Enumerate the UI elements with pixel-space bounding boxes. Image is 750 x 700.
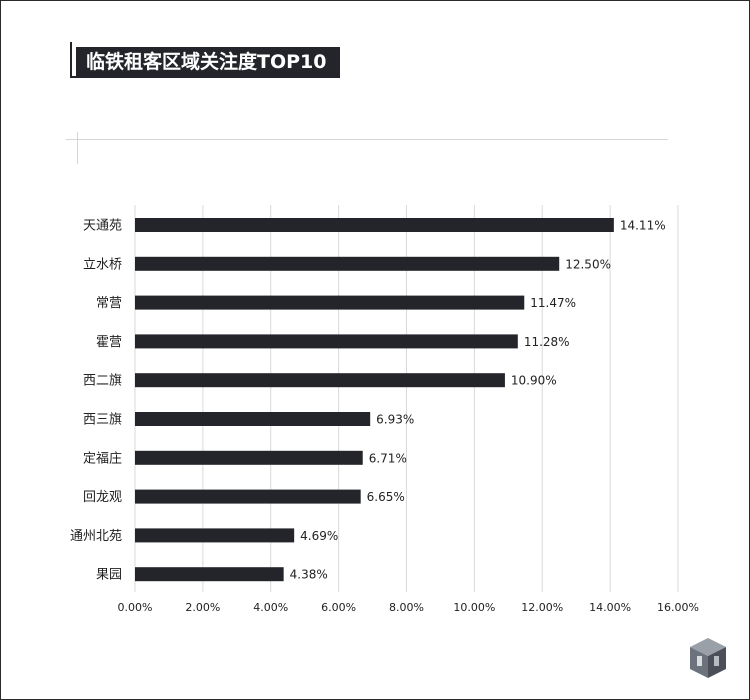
category-label: 天通苑 <box>83 219 122 234</box>
divider-tick <box>77 132 78 164</box>
category-label: 常营 <box>96 296 122 311</box>
logo-icon <box>690 638 726 678</box>
category-label: 回龙观 <box>83 490 122 505</box>
bar <box>135 295 525 310</box>
x-tick-label: 4.00% <box>253 601 288 614</box>
category-label: 西二旗 <box>83 373 122 389</box>
data-label: 4.69% <box>300 529 338 543</box>
bar <box>135 528 295 543</box>
category-label: 果园 <box>96 568 122 583</box>
data-label: 11.47% <box>530 296 576 310</box>
bar <box>135 256 560 271</box>
x-tick-label: 10.00% <box>453 601 495 614</box>
x-tick-label: 8.00% <box>389 601 424 614</box>
x-tick-label: 14.00% <box>589 601 631 614</box>
bar <box>135 450 363 465</box>
data-label: 4.38% <box>290 568 328 582</box>
bar <box>135 373 505 388</box>
data-label: 11.28% <box>524 335 570 349</box>
x-tick-label: 16.00% <box>657 601 699 614</box>
data-label: 10.90% <box>511 374 557 388</box>
title-accent <box>70 42 72 76</box>
category-label: 定福庄 <box>83 450 122 466</box>
divider-line <box>66 139 668 140</box>
category-label: 西三旗 <box>83 412 122 428</box>
category-label: 通州北苑 <box>70 529 122 544</box>
x-tick-label: 12.00% <box>521 601 563 614</box>
x-tick-label: 6.00% <box>321 601 356 614</box>
data-label: 6.71% <box>369 451 407 465</box>
data-label: 6.65% <box>367 490 405 504</box>
data-label: 14.11% <box>620 219 666 233</box>
bar <box>135 218 614 232</box>
chart-title: 临铁租客区域关注度TOP10 <box>76 47 341 77</box>
category-label: 霍营 <box>96 335 122 350</box>
bar <box>135 334 518 349</box>
bar <box>135 412 371 426</box>
x-tick-label: 2.00% <box>185 601 220 614</box>
category-label: 立水桥 <box>83 257 122 272</box>
data-label: 12.50% <box>565 257 611 271</box>
x-tick-label: 0.00% <box>118 601 153 614</box>
bar <box>135 489 361 504</box>
title-underline <box>70 76 340 78</box>
bar <box>135 567 284 582</box>
data-label: 6.93% <box>376 413 414 427</box>
